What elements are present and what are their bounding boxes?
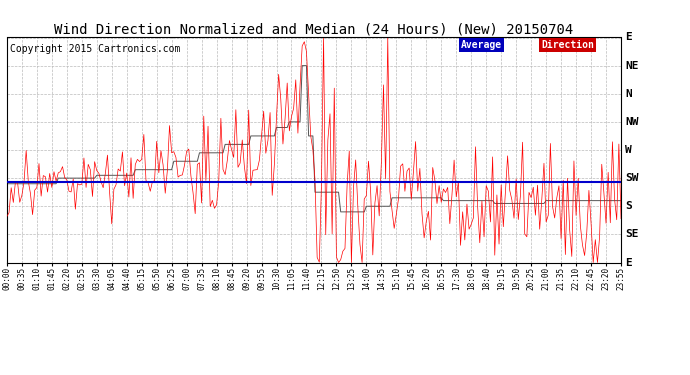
- Text: Average: Average: [462, 40, 502, 50]
- Title: Wind Direction Normalized and Median (24 Hours) (New) 20150704: Wind Direction Normalized and Median (24…: [55, 22, 573, 36]
- Text: Copyright 2015 Cartronics.com: Copyright 2015 Cartronics.com: [10, 44, 180, 54]
- Text: Direction: Direction: [541, 40, 594, 50]
